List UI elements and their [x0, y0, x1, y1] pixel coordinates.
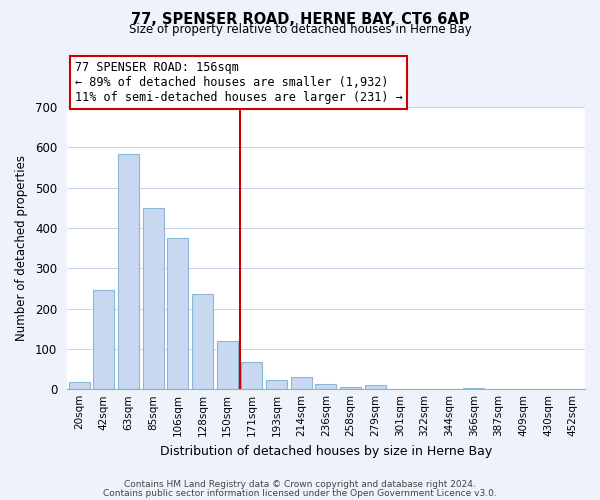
- Bar: [365, 385, 386, 389]
- Text: 77 SPENSER ROAD: 156sqm
← 89% of detached houses are smaller (1,932)
11% of semi: 77 SPENSER ROAD: 156sqm ← 89% of detache…: [74, 61, 403, 104]
- Bar: [143, 208, 164, 389]
- Bar: [69, 382, 90, 389]
- Bar: [118, 154, 139, 389]
- Text: 77, SPENSER ROAD, HERNE BAY, CT6 6AP: 77, SPENSER ROAD, HERNE BAY, CT6 6AP: [131, 12, 469, 28]
- Bar: [463, 388, 484, 389]
- Bar: [340, 387, 361, 389]
- Bar: [241, 362, 262, 389]
- Bar: [192, 294, 213, 389]
- Bar: [316, 384, 337, 389]
- Text: Size of property relative to detached houses in Herne Bay: Size of property relative to detached ho…: [128, 22, 472, 36]
- X-axis label: Distribution of detached houses by size in Herne Bay: Distribution of detached houses by size …: [160, 444, 492, 458]
- Text: Contains public sector information licensed under the Open Government Licence v3: Contains public sector information licen…: [103, 488, 497, 498]
- Bar: [217, 341, 238, 389]
- Y-axis label: Number of detached properties: Number of detached properties: [15, 155, 28, 341]
- Bar: [266, 380, 287, 389]
- Bar: [167, 238, 188, 389]
- Text: Contains HM Land Registry data © Crown copyright and database right 2024.: Contains HM Land Registry data © Crown c…: [124, 480, 476, 489]
- Bar: [291, 376, 312, 389]
- Bar: [94, 290, 115, 389]
